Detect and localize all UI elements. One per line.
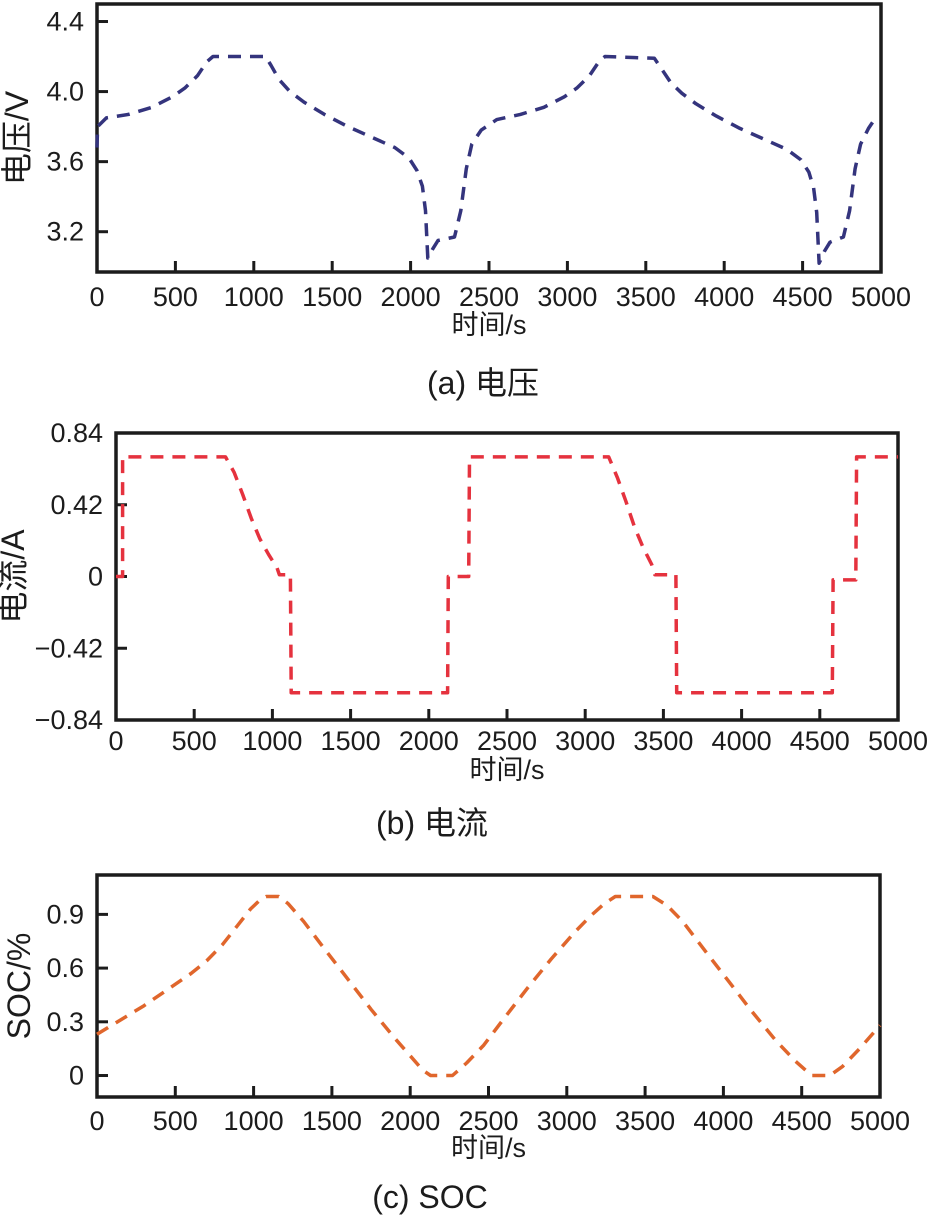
current-axes-box bbox=[114, 431, 900, 722]
voltage-series-line bbox=[95, 54, 877, 265]
soc-x-tick-label: 2000 bbox=[380, 1106, 440, 1136]
voltage-x-tick-label: 5000 bbox=[851, 282, 911, 312]
voltage-ylabel: 电压/V bbox=[0, 90, 35, 185]
current-x-tick-label: 0 bbox=[108, 726, 123, 756]
voltage-x-tick-label: 2500 bbox=[459, 282, 519, 312]
soc-x-tick-label: 3000 bbox=[537, 1106, 597, 1136]
soc-series-line bbox=[96, 894, 882, 1078]
soc-x-tick-label: 4000 bbox=[693, 1106, 753, 1136]
voltage-y-tick-label: 3.6 bbox=[46, 147, 84, 177]
soc-y-tick-label: 0.3 bbox=[46, 1007, 84, 1037]
soc-axes-box bbox=[95, 873, 882, 1099]
voltage-x-tick-label: 1500 bbox=[302, 282, 362, 312]
soc-y-tick-label: 0.6 bbox=[46, 953, 84, 983]
current-y-tick-label: 0.42 bbox=[50, 490, 103, 520]
current-series-line bbox=[116, 455, 898, 695]
soc-chart-plot: 0 500 1000 1500 2000 2500 3000 3500 4000 4500 5000… bbox=[1, 873, 910, 1163]
soc-x-tick-label: 1500 bbox=[302, 1106, 362, 1136]
soc-x-tick-label: 500 bbox=[153, 1106, 198, 1136]
soc-xlabel: 时间/s bbox=[451, 1133, 526, 1163]
current-y-tick-label: 0 bbox=[88, 562, 103, 592]
voltage-x-tick-label: 4500 bbox=[773, 282, 833, 312]
soc-y-tick-label: 0.9 bbox=[46, 899, 84, 929]
voltage-x-tick-label: 1000 bbox=[224, 282, 284, 312]
current-x-tick-label: 2500 bbox=[477, 726, 537, 756]
voltage-y-tick-label: 4.0 bbox=[46, 77, 84, 107]
current-x-tick-label: 1500 bbox=[321, 726, 381, 756]
voltage-x-tick-label: 3500 bbox=[616, 282, 676, 312]
voltage-axes-box bbox=[95, 2, 883, 274]
current-x-tick-label: 5000 bbox=[868, 726, 928, 756]
soc-ylabel: SOC/% bbox=[1, 933, 37, 1040]
current-x-tick-label: 3500 bbox=[633, 726, 693, 756]
current-y-tick-label: 0.84 bbox=[50, 420, 103, 448]
soc-x-tick-label: 2500 bbox=[458, 1106, 518, 1136]
soc-y-tick-label: 0 bbox=[69, 1061, 84, 1091]
current-x-tick-label: 2000 bbox=[399, 726, 459, 756]
soc-x-tick-label: 5000 bbox=[850, 1106, 910, 1136]
voltage-x-tick-label: 2000 bbox=[381, 282, 441, 312]
voltage-y-tick-label: 4.4 bbox=[46, 7, 84, 37]
current-x-tick-label: 4000 bbox=[712, 726, 772, 756]
voltage-x-tick-label: 4000 bbox=[694, 282, 754, 312]
current-chart-caption: (b) 电流 bbox=[375, 805, 489, 841]
voltage-y-tick-label: 3.2 bbox=[46, 217, 84, 247]
voltage-x-tick-label: 500 bbox=[153, 282, 198, 312]
current-xlabel: 时间/s bbox=[469, 755, 544, 785]
voltage-xlabel: 时间/s bbox=[451, 310, 526, 340]
current-y-tick-label: −0.84 bbox=[35, 705, 103, 735]
soc-x-tick-label: 3500 bbox=[615, 1106, 675, 1136]
current-chart-plot: 0 500 1000 1500 2000 2500 3000 3500 4000 4500 5000… bbox=[0, 420, 928, 785]
current-y-tick-label: −0.42 bbox=[35, 633, 103, 663]
current-ylabel: 电流/A bbox=[0, 529, 31, 624]
voltage-x-tick-label: 3000 bbox=[537, 282, 597, 312]
voltage-chart-caption: (a) 电压 bbox=[426, 365, 540, 401]
current-x-tick-label: 3000 bbox=[555, 726, 615, 756]
current-x-tick-label: 4500 bbox=[790, 726, 850, 756]
voltage-x-tick-label: 0 bbox=[89, 282, 104, 312]
current-x-tick-label: 1000 bbox=[242, 726, 302, 756]
soc-chart-caption: (c) SOC bbox=[372, 1179, 488, 1215]
soc-x-tick-label: 0 bbox=[89, 1106, 104, 1136]
soc-x-tick-label: 1000 bbox=[224, 1106, 284, 1136]
current-x-tick-label: 500 bbox=[172, 726, 217, 756]
voltage-chart-plot: 0 500 1000 1500 2000 2500 3000 3500 4000 4500 5000… bbox=[0, 2, 911, 340]
soc-x-tick-label: 4500 bbox=[772, 1106, 832, 1136]
